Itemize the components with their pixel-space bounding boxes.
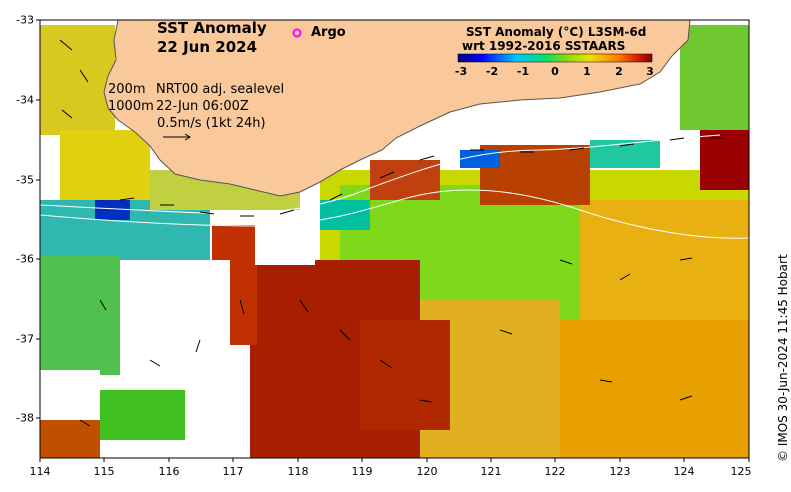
- lon-label: 123: [609, 465, 631, 478]
- colorbar-subtitle: wrt 1992-2016 SSTAARS: [462, 39, 626, 53]
- map-date: 22 Jun 2024: [157, 38, 258, 56]
- info-time: 22-Jun 06:00Z: [156, 99, 249, 114]
- lon-label: 122: [544, 465, 566, 478]
- lon-label: 115: [93, 465, 115, 478]
- contour-depth-200: 200m: [108, 82, 146, 97]
- current-vectors: [59, 39, 724, 427]
- lon-label: 121: [480, 465, 502, 478]
- lon-label: 124: [673, 465, 695, 478]
- lon-label: 125: [730, 465, 752, 478]
- scale-arrow: [163, 133, 191, 141]
- colorbar-tick: -1: [516, 65, 530, 78]
- argo-marker: [292, 28, 302, 38]
- map-title: SST Anomaly: [157, 19, 267, 37]
- colorbar-tick: -2: [485, 65, 499, 78]
- credit-text: © IMOS 30-Jun-2024 11:45 Hobart: [776, 254, 790, 462]
- contour-200m: [40, 134, 721, 215]
- contour-depth-1000: 1000m: [108, 99, 154, 114]
- lon-label: 118: [287, 465, 309, 478]
- sst-anomaly-field: [40, 25, 749, 458]
- lat-label: -33: [16, 13, 34, 27]
- map-area: [40, 20, 749, 458]
- colorbar: [457, 53, 653, 63]
- lon-label: 116: [158, 465, 180, 478]
- info-source: NRT00 adj. sealevel: [156, 82, 285, 97]
- colorbar-title: SST Anomaly (°C) L3SM-6d: [466, 25, 647, 39]
- info-scale: 0.5m/s (1kt 24h): [157, 116, 266, 131]
- lon-label: 119: [351, 465, 373, 478]
- colorbar-tick: 2: [615, 65, 623, 78]
- axis-ticks: [36, 19, 750, 462]
- colorbar-tick: 3: [646, 65, 654, 78]
- plot-frame: [39, 19, 750, 459]
- lat-label: -37: [16, 332, 34, 346]
- argo-legend-label: Argo: [311, 25, 346, 40]
- lat-label: -38: [16, 411, 34, 425]
- colorbar-tick: 0: [551, 65, 559, 78]
- lon-label: 117: [222, 465, 244, 478]
- land-australia: [103, 20, 691, 197]
- lon-label: 114: [29, 465, 51, 478]
- lon-label: 120: [416, 465, 438, 478]
- lat-label: -36: [16, 252, 34, 266]
- contour-1000m: [40, 189, 749, 239]
- lat-label: -34: [16, 93, 34, 107]
- colorbar-tick: 1: [583, 65, 591, 78]
- colorbar-tick: -3: [454, 65, 468, 78]
- lat-label: -35: [16, 173, 34, 187]
